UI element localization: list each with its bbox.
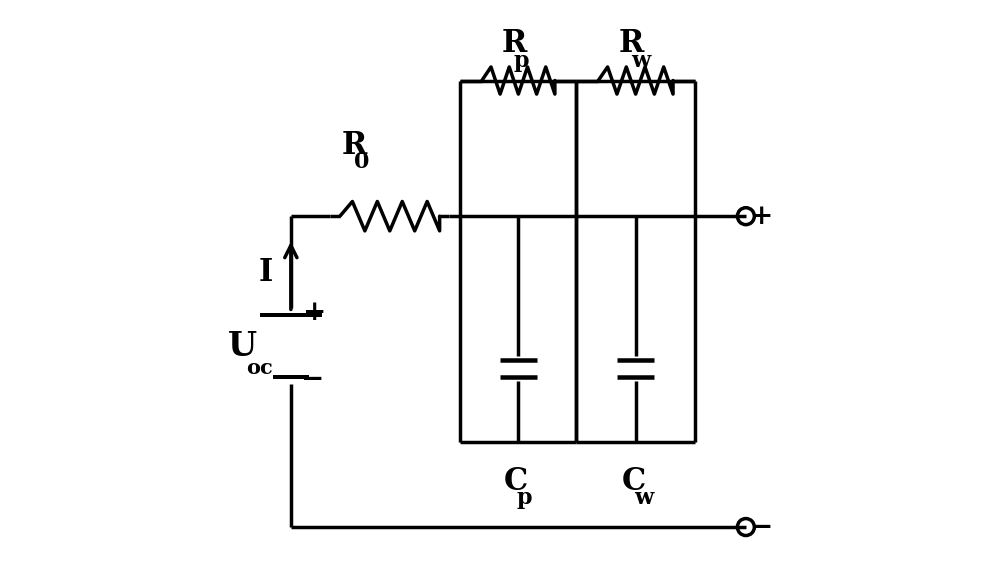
Text: C: C [504, 466, 528, 498]
Text: p: p [514, 50, 529, 72]
Text: w: w [634, 487, 653, 509]
Text: R: R [619, 28, 644, 59]
Text: −: − [301, 366, 324, 393]
Text: U: U [228, 329, 257, 363]
Text: +: + [303, 299, 326, 326]
Text: C: C [622, 466, 646, 498]
Text: I: I [258, 257, 273, 288]
Text: 0: 0 [354, 152, 370, 173]
Text: w: w [631, 50, 650, 72]
Text: oc: oc [246, 358, 273, 378]
Text: R: R [342, 130, 367, 161]
Text: −: − [750, 513, 773, 541]
Text: +: + [750, 203, 773, 229]
Text: R: R [501, 28, 527, 59]
Text: p: p [517, 487, 532, 509]
